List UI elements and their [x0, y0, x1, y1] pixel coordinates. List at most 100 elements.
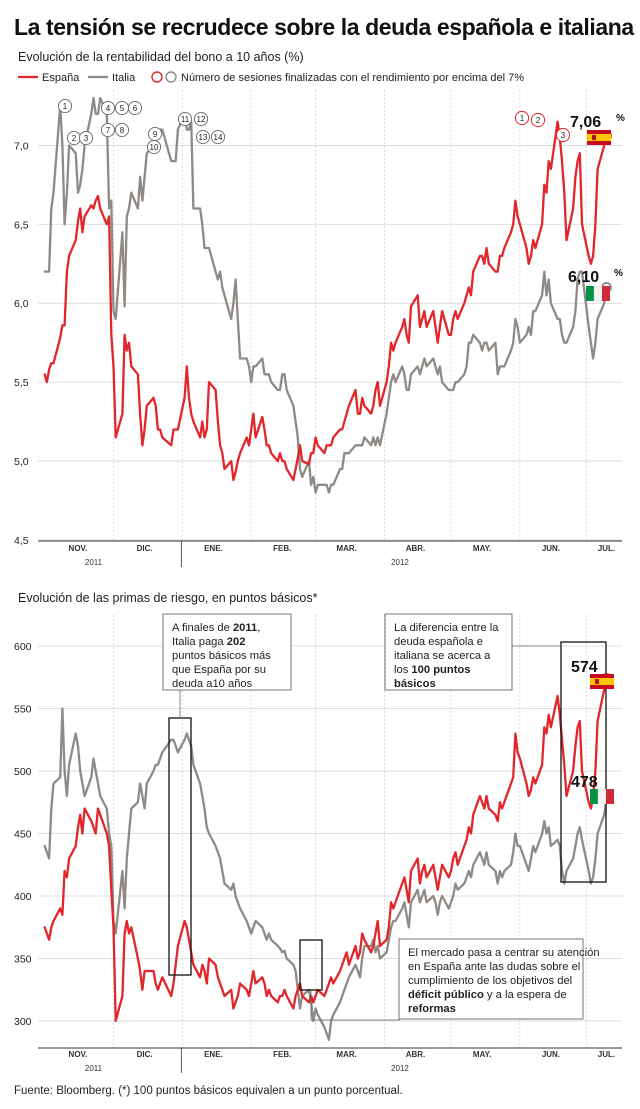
session-marker-label: 2	[72, 134, 77, 143]
session-marker-label: 6	[133, 104, 138, 113]
chart2-y-tick-label: 300	[14, 1016, 32, 1028]
session-marker-label: 3	[561, 131, 566, 140]
flag-stripe	[606, 789, 614, 804]
chart1-legend: España Italia Número de sesiones finalizad…	[18, 71, 524, 84]
session-marker-label: 13	[199, 133, 208, 142]
chart1-end-label-italia: 6,10	[568, 269, 599, 286]
chart1-end-label-unit: %	[616, 113, 625, 124]
annotation-text-line: italiana se acerca a	[394, 650, 491, 662]
annotation-text-segment: cumplimiento de los objetivos del	[408, 975, 572, 987]
flag-stripe	[590, 674, 614, 678]
annotation-text-segment: ,	[257, 622, 260, 634]
chart2-year-label: 2011	[85, 1064, 103, 1073]
flag-stripe	[587, 134, 611, 141]
chart1-y-tick-label: 6,5	[14, 219, 29, 231]
chart1-year-label: 2012	[391, 558, 409, 567]
annotation-text-segment: los	[394, 664, 411, 676]
annotation-text-segment: Italia paga	[172, 636, 227, 648]
flag-stripe	[593, 285, 603, 302]
chart2-month-label: MAR.	[336, 1050, 356, 1059]
chart2-end-label-espana: 574	[571, 659, 598, 676]
flag-stripe	[590, 685, 614, 689]
chart2-y-tick-label: 600	[14, 641, 32, 653]
chart2-y-tick-label: 450	[14, 829, 32, 841]
chart2-series-line-italia	[43, 707, 608, 1041]
session-marker-label: 11	[181, 115, 190, 124]
chart2-month-label: MAY.	[473, 1050, 491, 1059]
session-marker-italia	[193, 111, 209, 127]
annotation-box-a3: El mercado pasa a centrar su atención en …	[398, 938, 600, 1020]
legend-label-espana: España	[42, 72, 80, 84]
chart1-y-tick-label: 4,5	[14, 535, 29, 547]
chart1-axes: 4,5 5,0 5,5 6,0 6,5 7,0 NOV. DIC. ENE. FEB. MAR. AB…	[14, 90, 622, 567]
session-marker-label: 1	[63, 102, 68, 111]
session-marker-italia	[146, 139, 162, 155]
session-marker-italia	[210, 129, 226, 145]
annotation-text-segment: 2011	[233, 622, 257, 634]
annotation-frame	[384, 613, 513, 691]
chart1-month-label: JUN.	[542, 544, 560, 553]
session-marker-italia	[177, 111, 193, 127]
session-marker-italia	[127, 100, 143, 116]
chart1-subtitle: Evolución de la rentabilidad del bono a …	[18, 50, 304, 64]
annotation-text-line: puntos básicos más	[172, 650, 271, 662]
flag-stripe	[597, 788, 607, 805]
annotation-text-line: cumplimiento de los objetivos del	[408, 975, 572, 987]
chart2-month-label: JUL.	[598, 1050, 615, 1059]
chart1-y-tick-label: 5,0	[14, 456, 29, 468]
session-marker-label: 9	[153, 130, 158, 139]
annotation-text-segment: El mercado pasa a centrar su atención	[408, 947, 600, 959]
chart2-month-label: NOV.	[69, 1050, 88, 1059]
session-marker-espana	[555, 127, 571, 143]
highlight-frame-march	[299, 939, 323, 991]
chart1-month-label: NOV.	[69, 544, 88, 553]
session-marker-label: 5	[120, 104, 125, 113]
annotation-box-a1: A finales de 2011, Italia paga 202 puntos …	[162, 613, 292, 691]
flag-stripe	[587, 141, 611, 145]
chart1-year-label: 2011	[85, 558, 103, 567]
session-marker-espana	[530, 112, 546, 128]
chart1-y-tick-label: 7,0	[14, 140, 29, 152]
annotation-text-segment: que España por su	[172, 664, 266, 676]
chart2-y-tick-label: 350	[14, 954, 32, 966]
chart2-y-tick-label: 400	[14, 891, 32, 903]
annotation-text-line: deuda española e	[394, 636, 483, 648]
annotation-text-line: déficit público y a la espera de	[408, 989, 567, 1001]
annotation-text-line: A finales de 2011,	[172, 622, 260, 634]
session-marker-italia	[57, 98, 73, 114]
chart2-month-label: DIC.	[137, 1050, 153, 1059]
flag-stripe	[586, 286, 594, 301]
chart1-month-label: ENE.	[204, 544, 223, 553]
annotation-frame	[162, 613, 292, 691]
flag-stripe	[602, 286, 610, 301]
chart1-month-label: ABR.	[406, 544, 426, 553]
legend-label-italia: Italia	[112, 72, 136, 84]
chart2-highlight-frames	[168, 641, 607, 1021]
session-marker-label: 12	[197, 115, 206, 124]
chart1-month-label: MAR.	[336, 544, 356, 553]
annotation-text-segment: deuda española e	[394, 636, 483, 648]
chart2-y-tick-label: 500	[14, 766, 32, 778]
highlight-frame-july	[560, 641, 607, 883]
annotation-text-segment: reformas	[408, 1003, 456, 1015]
chart1-end-label-unit: %	[614, 268, 623, 279]
annotation-text-line: reformas	[408, 1003, 456, 1015]
session-marker-italia	[114, 122, 130, 138]
session-marker-label: 1	[520, 114, 525, 123]
chart1-y-tick-label: 5,5	[14, 377, 29, 389]
session-marker-label: 4	[106, 104, 111, 113]
annotation-text-segment: déficit público	[408, 989, 484, 1001]
session-marker-label: 10	[150, 143, 159, 152]
flag-stripe	[590, 678, 614, 685]
annotation-text-line: Italia paga 202	[172, 636, 245, 648]
legend-marker-espana	[151, 71, 163, 83]
annotation-text-line: básicos	[394, 678, 436, 690]
chart1-series-line-italia	[43, 96, 608, 494]
chart1-end-label-espana: 7,06	[570, 114, 601, 131]
page-title: La tensión se recrudece sobre la deuda e…	[14, 14, 634, 40]
chart1-month-label: FEB.	[273, 544, 291, 553]
session-marker-label: 8	[120, 126, 125, 135]
chart2-month-label: JUN.	[542, 1050, 560, 1059]
chart2-subtitle: Evolución de las primas de riesgo, en pu…	[18, 591, 318, 605]
